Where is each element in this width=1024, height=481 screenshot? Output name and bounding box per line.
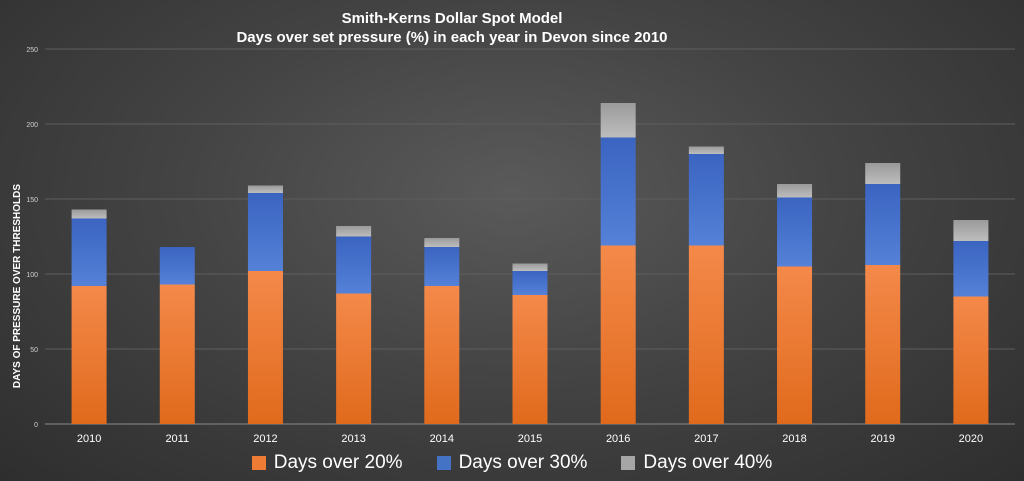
bar-2015-series-1 — [512, 295, 548, 424]
bar-2016-series-1 — [600, 245, 636, 424]
y-tick-label: 100 — [26, 272, 38, 279]
bar-2017-series-3 — [688, 146, 724, 154]
bar-2012-series-3 — [247, 185, 283, 193]
bar-2014-series-1 — [424, 286, 460, 424]
bar-2011-series-2 — [159, 247, 195, 285]
bar-2020-series-1 — [953, 296, 989, 424]
stacked-bar-chart: 2010 2011 2012 2013 2014 2015 2016 2017 2018 2019… — [12, 47, 1015, 445]
bar-2010-series-3 — [71, 209, 107, 219]
y-tick-label: 250 — [26, 47, 38, 54]
bar-2017-series-1 — [688, 245, 724, 424]
bar-2014-series-2 — [424, 247, 460, 286]
bar-2012-series-1 — [247, 271, 283, 424]
legend-swatch — [621, 456, 636, 470]
legend-swatch — [251, 456, 266, 470]
bar-2018-series-1 — [777, 266, 813, 424]
bar-2013-series-1 — [336, 293, 372, 424]
bar-2020-series-2 — [953, 241, 989, 297]
x-tick-label: 2012 — [253, 433, 277, 445]
bar-2014-series-3 — [424, 238, 460, 247]
bar-2015-series-2 — [512, 271, 548, 295]
bar-2019-series-2 — [865, 184, 901, 265]
legend-item: Days over 40% — [621, 452, 772, 474]
y-tick-label: 0 — [34, 422, 38, 429]
x-tick-label: 2020 — [959, 433, 983, 445]
x-tick-label: 2015 — [518, 433, 542, 445]
bar-2015-series-3 — [512, 263, 548, 271]
legend-label: Days over 30% — [458, 452, 588, 473]
x-tick-label: 2011 — [165, 433, 189, 445]
bar-2013-series-3 — [336, 226, 372, 237]
legend-item: Days over 20% — [251, 452, 403, 474]
bar-2018-series-2 — [777, 197, 813, 267]
y-tick-label: 50 — [30, 347, 38, 354]
y-axis-label: DAYS OF PRESSURE OVER THRESHOLDS — [12, 184, 23, 388]
legend-label: Days over 40% — [643, 452, 773, 473]
bar-2011-series-1 — [159, 284, 195, 424]
y-tick-label: 150 — [26, 197, 38, 204]
bar-2019-series-1 — [865, 265, 901, 424]
legend-item: Days over 30% — [436, 452, 588, 474]
bar-2012-series-2 — [247, 193, 283, 271]
chart-title: Smith-Kerns Dollar Spot Model — [341, 10, 563, 27]
legend: Days over 20% Days over 30% Days over 40% — [0, 452, 1024, 474]
x-tick-label: 2016 — [606, 433, 630, 445]
bar-2019-series-3 — [865, 163, 901, 184]
bar-2010-series-2 — [71, 218, 107, 286]
x-tick-label: 2019 — [870, 433, 894, 445]
x-tick-label: 2010 — [77, 433, 101, 445]
x-tick-label: 2014 — [430, 433, 454, 445]
bar-2017-series-2 — [688, 154, 724, 246]
x-tick-label: 2017 — [694, 433, 718, 445]
bar-2020-series-3 — [953, 220, 989, 241]
chart-subtitle: Days over set pressure (%) in each year … — [236, 29, 668, 46]
x-tick-label: 2018 — [782, 433, 806, 445]
bar-2016-series-3 — [600, 103, 636, 138]
bar-2013-series-2 — [336, 236, 372, 294]
bar-2018-series-3 — [777, 184, 813, 198]
legend-label: Days over 20% — [273, 452, 403, 473]
bar-2010-series-1 — [71, 286, 107, 424]
y-tick-label: 200 — [26, 122, 38, 129]
x-tick-label: 2013 — [341, 433, 365, 445]
bar-2016-series-2 — [600, 137, 636, 246]
legend-swatch — [436, 456, 451, 470]
